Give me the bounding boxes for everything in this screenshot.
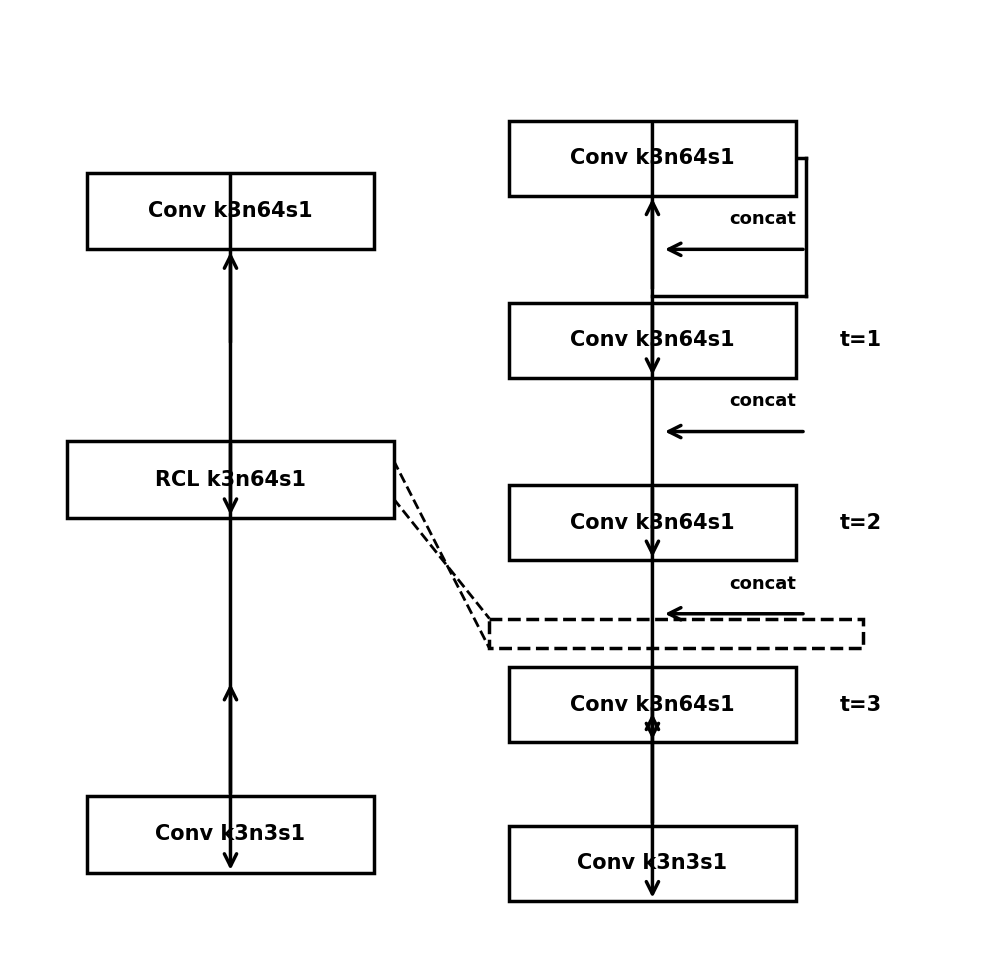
Text: Conv k3n3s1: Conv k3n3s1 bbox=[578, 854, 728, 873]
Text: Conv k3n64s1: Conv k3n64s1 bbox=[570, 149, 735, 168]
Text: concat: concat bbox=[730, 392, 796, 410]
Bar bbox=[509, 667, 796, 742]
Bar bbox=[68, 441, 393, 518]
Text: t=1: t=1 bbox=[839, 331, 881, 350]
Text: t=2: t=2 bbox=[839, 513, 881, 532]
Text: Conv k3n3s1: Conv k3n3s1 bbox=[156, 825, 305, 844]
Text: Conv k3n64s1: Conv k3n64s1 bbox=[148, 201, 312, 221]
Bar bbox=[509, 826, 796, 901]
Bar bbox=[509, 303, 796, 378]
Text: RCL k3n64s1: RCL k3n64s1 bbox=[155, 470, 306, 489]
Text: concat: concat bbox=[730, 574, 796, 593]
Text: Conv k3n64s1: Conv k3n64s1 bbox=[570, 695, 735, 714]
Text: concat: concat bbox=[730, 210, 796, 228]
Text: Conv k3n64s1: Conv k3n64s1 bbox=[570, 331, 735, 350]
Text: t=3: t=3 bbox=[839, 695, 881, 714]
Bar bbox=[509, 485, 796, 560]
Text: Conv k3n64s1: Conv k3n64s1 bbox=[570, 513, 735, 532]
Bar bbox=[87, 796, 374, 873]
Bar bbox=[87, 173, 374, 249]
Bar bbox=[509, 121, 796, 196]
Bar bbox=[489, 619, 863, 648]
